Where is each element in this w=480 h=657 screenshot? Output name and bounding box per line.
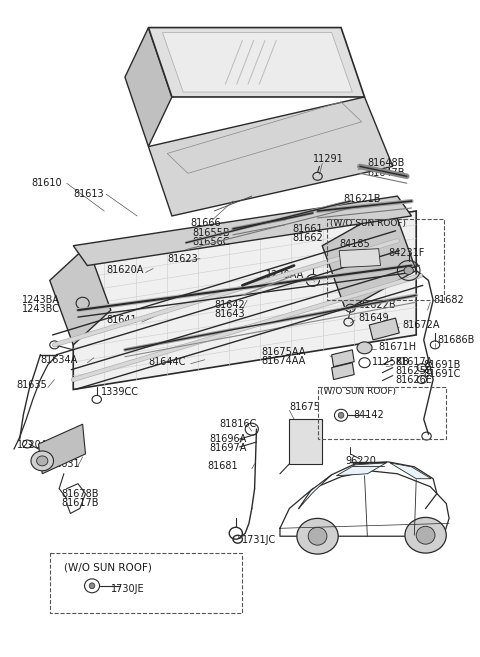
Text: (W/O SUN ROOF): (W/O SUN ROOF) (320, 387, 396, 396)
Ellipse shape (416, 526, 435, 544)
Text: 81666: 81666 (191, 218, 221, 228)
Polygon shape (339, 249, 381, 267)
Text: 81643: 81643 (214, 309, 245, 319)
Text: 1220AA: 1220AA (266, 271, 304, 281)
Text: 81617A: 81617A (396, 357, 433, 367)
Text: 81656C: 81656C (192, 237, 230, 247)
Text: 84185: 84185 (339, 238, 370, 249)
Bar (50, 553, 242, 612)
Text: 81620A: 81620A (106, 265, 144, 275)
Text: 81696A: 81696A (209, 434, 247, 444)
Ellipse shape (31, 451, 53, 471)
Text: 1339CC: 1339CC (101, 388, 139, 397)
Text: 1731JC: 1731JC (242, 535, 276, 545)
Text: 1243BC: 1243BC (22, 304, 60, 314)
Polygon shape (125, 28, 172, 147)
Text: 1125KB: 1125KB (372, 357, 410, 367)
Text: 81691C: 81691C (424, 369, 461, 378)
Text: 11291: 11291 (313, 154, 344, 164)
Polygon shape (332, 363, 354, 380)
Text: 84231F: 84231F (388, 248, 424, 258)
Text: 81623: 81623 (167, 254, 198, 263)
Text: 81642: 81642 (214, 300, 245, 310)
Polygon shape (73, 196, 411, 265)
Text: 81816C: 81816C (219, 419, 256, 429)
Bar (318, 388, 446, 439)
Bar (327, 219, 444, 300)
Text: 81648B: 81648B (367, 158, 405, 168)
Ellipse shape (89, 583, 95, 589)
Text: 81661: 81661 (292, 224, 323, 234)
Ellipse shape (338, 413, 344, 419)
Text: 81655B: 81655B (192, 228, 230, 238)
Text: 81617B: 81617B (61, 497, 98, 507)
Text: 81675AA: 81675AA (261, 347, 306, 357)
Polygon shape (390, 463, 431, 479)
Text: 81625E: 81625E (396, 366, 432, 376)
Text: 81691B: 81691B (424, 359, 461, 370)
Text: 81621B: 81621B (344, 194, 382, 204)
Ellipse shape (405, 518, 446, 553)
Polygon shape (50, 246, 111, 345)
Polygon shape (336, 463, 386, 476)
Text: 81610: 81610 (31, 178, 61, 189)
Polygon shape (148, 28, 364, 97)
Text: 81622B: 81622B (358, 300, 396, 310)
Text: 81675: 81675 (289, 402, 320, 413)
Text: 81647B: 81647B (367, 168, 405, 178)
Text: 81682: 81682 (433, 295, 464, 306)
Polygon shape (332, 350, 354, 367)
Ellipse shape (404, 267, 413, 275)
Text: 81649: 81649 (358, 313, 389, 323)
Text: 81641: 81641 (106, 315, 137, 325)
Text: 81681: 81681 (208, 461, 238, 471)
Text: 81672A: 81672A (402, 320, 440, 330)
Ellipse shape (308, 528, 327, 545)
Text: 81634A: 81634A (40, 355, 78, 365)
Polygon shape (38, 424, 85, 474)
Text: 84142: 84142 (353, 410, 384, 420)
Polygon shape (148, 97, 393, 216)
Ellipse shape (357, 342, 372, 353)
Text: 1220AB: 1220AB (17, 440, 55, 450)
Text: 81671H: 81671H (379, 342, 417, 352)
Ellipse shape (297, 518, 338, 554)
Text: 81678B: 81678B (61, 489, 98, 499)
Text: 81662: 81662 (292, 233, 323, 243)
Text: 81697A: 81697A (209, 443, 247, 453)
Polygon shape (299, 475, 332, 509)
Text: 96220: 96220 (346, 456, 377, 466)
Text: 1730JE: 1730JE (111, 584, 144, 594)
Polygon shape (322, 206, 416, 310)
Text: 81644C: 81644C (148, 357, 186, 367)
Text: (W/O SUN ROOF): (W/O SUN ROOF) (64, 563, 152, 573)
Polygon shape (73, 211, 416, 390)
Text: 81613: 81613 (73, 189, 104, 199)
Polygon shape (369, 318, 399, 340)
Polygon shape (289, 419, 322, 464)
Text: 81686B: 81686B (437, 335, 474, 345)
Ellipse shape (36, 456, 48, 466)
Polygon shape (163, 33, 352, 92)
Text: 81631: 81631 (50, 459, 80, 469)
Text: 1243BA: 1243BA (22, 295, 60, 306)
Text: 81635: 81635 (17, 380, 48, 390)
Text: (W/O SUN ROOF): (W/O SUN ROOF) (330, 219, 406, 229)
Text: 81626E: 81626E (396, 374, 432, 384)
Text: 81674AA: 81674AA (261, 355, 305, 366)
